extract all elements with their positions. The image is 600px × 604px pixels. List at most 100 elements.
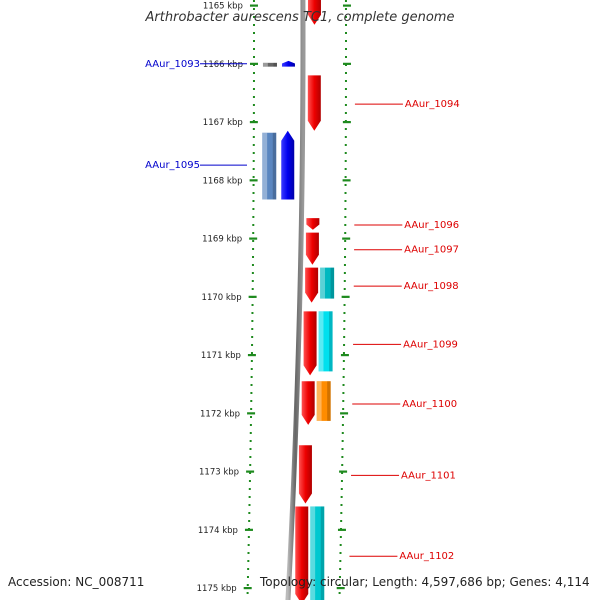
scale-dot-right [344, 216, 347, 218]
scale-tick-right [342, 121, 351, 124]
scale-dot-left [251, 320, 254, 322]
genome-backbone [285, 0, 306, 604]
scale-dot-left [250, 392, 253, 394]
scale-dot-left [252, 240, 255, 242]
topology-text: Topology: circular; Length: 4,597,686 bp… [260, 575, 590, 589]
scale-dot-left [253, 40, 255, 42]
cog-box-aaur-1093 [262, 62, 277, 67]
scale-dot-right [344, 64, 347, 66]
scale-dot-right [342, 392, 345, 394]
gene-arrow-aaur-1101 [298, 445, 312, 504]
scale-tick-left [247, 412, 256, 415]
scale-tick-right [337, 528, 346, 531]
scale-dot-right [338, 576, 341, 578]
scale-dot-left [250, 352, 253, 354]
scale-dot-right [344, 56, 347, 58]
scale-tick-left [247, 354, 256, 357]
scale-dot-left [252, 96, 255, 98]
scale-dot-right [344, 104, 347, 106]
scale-dot-right [342, 360, 345, 362]
scale-dot-right [344, 136, 347, 138]
scale-dot-right [344, 184, 347, 186]
scale-dot-left [252, 208, 255, 210]
scale-dot-left [247, 536, 250, 538]
scale-dot-right [344, 224, 347, 226]
scale-dot-right [343, 328, 346, 330]
scale-dot-right [344, 88, 347, 90]
scale-dot-right [340, 520, 343, 522]
scale-dot-left [252, 24, 255, 26]
scale-dot-left [252, 56, 255, 58]
scale-dot-left [252, 176, 255, 178]
gene-arrow-aaur-1098 [305, 267, 319, 303]
scale-dot-right [344, 192, 347, 194]
scale-dot-right [342, 400, 345, 402]
scale-tick-label: 1169 kbp [202, 235, 242, 245]
scale-tick-right [342, 237, 351, 240]
scale-dot-right [344, 240, 347, 242]
scale-dot-right [342, 384, 345, 386]
scale-tick-label: 1165 kbp [203, 2, 243, 12]
scale-dot-left [248, 512, 251, 514]
scale-dot-left [249, 432, 252, 434]
scale-tick-label: 1175 kbp [197, 584, 237, 594]
scale-dot-right [341, 424, 344, 426]
scale-dot-left [252, 112, 255, 114]
scale-dot-left [250, 376, 253, 378]
scale-dot-left [250, 384, 253, 386]
scale-tick-left [249, 4, 258, 7]
scale-dot-right [340, 480, 343, 482]
scale-dot-right [344, 208, 347, 210]
scale-dot-right [343, 344, 346, 346]
scale-dot-right [344, 144, 347, 146]
scale-dot-left [251, 280, 254, 282]
scale-dot-left [249, 472, 252, 474]
scale-dot-left [249, 456, 252, 458]
scale-dot-left [248, 504, 251, 506]
scale-dot-left [251, 288, 254, 290]
accession-text: Accession: NC_008711 [8, 575, 145, 589]
scale-tick-label: 1168 kbp [203, 176, 243, 186]
scale-dot-right [343, 320, 346, 322]
scale-dot-right [340, 488, 343, 490]
map-title: Arthrobacter aurescens TC1, complete gen… [145, 10, 455, 25]
gene-label-aaur-1098: AAur_1098 [404, 281, 459, 292]
scale-dot-left [252, 16, 255, 18]
scale-tick-label: 1171 kbp [201, 351, 241, 361]
scale-tick-label: 1170 kbp [202, 293, 242, 303]
scale-tick-right [340, 412, 349, 415]
scale-dot-right [345, 40, 347, 42]
cog-box-aaur-1102 [310, 506, 325, 600]
scale-dot-right [344, 0, 347, 2]
scale-dot-left [252, 224, 255, 226]
scale-dot-left [250, 400, 253, 402]
scale-dot-right [339, 544, 342, 546]
scale-dot-left [246, 592, 249, 594]
gene-label-aaur-1101: AAur_1101 [401, 470, 456, 481]
scale-dot-right [344, 24, 347, 26]
scale-dot-left [250, 408, 253, 410]
gene-arrow-aaur-1100 [301, 381, 315, 425]
scale-dot-right [341, 464, 344, 466]
gene-label-aaur-1094: AAur_1094 [405, 99, 460, 110]
scale-dot-left [251, 336, 254, 338]
scale-dot-right [344, 176, 347, 178]
scale-dot-right [344, 80, 347, 82]
scale-dot-left [252, 8, 255, 10]
cog-box-aaur-1099 [318, 311, 333, 372]
scale-dot-left [252, 184, 255, 186]
scale-dot-right [344, 248, 347, 250]
gene-label-aaur-1102: AAur_1102 [399, 551, 454, 562]
scale-dot-right [341, 432, 344, 434]
scale-dot-left [252, 80, 255, 82]
gene-arrow-aaur-1096 [306, 218, 320, 230]
gene-arrow-aaur-1094 [307, 75, 321, 131]
scale-tick-right [342, 62, 351, 65]
scale-dot-left [252, 232, 255, 234]
scale-dot-left [248, 480, 251, 482]
scale-dot-right [343, 288, 346, 290]
scale-dot-right [344, 232, 347, 234]
scale-dot-left [251, 312, 254, 314]
scale-dot-right [342, 376, 345, 378]
